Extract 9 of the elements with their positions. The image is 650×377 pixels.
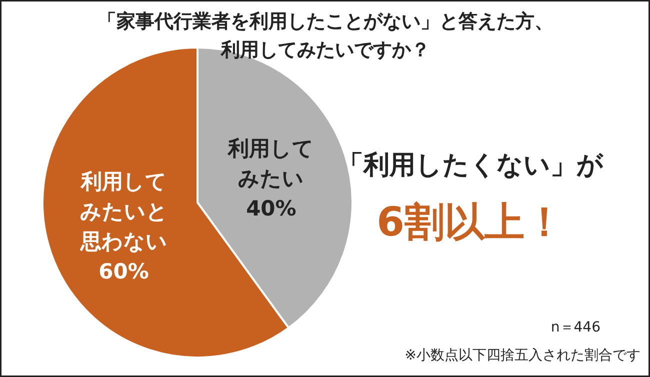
text: 「利用したくない」が	[338, 150, 604, 180]
text: n＝446	[550, 320, 601, 336]
text: ※小数点以下四捨五入された割合です	[404, 348, 641, 364]
slice-label: 利用してみたいと思わない	[79, 169, 168, 254]
text: 6割以上！	[376, 200, 564, 246]
slice-label: 利用してみたい	[227, 136, 314, 191]
data-label: 40%	[246, 196, 296, 221]
chart-title: 「家事代行業者を利用したことがない」と答えた方、利用してみたいですか？	[98, 10, 554, 62]
data-label: 60%	[98, 259, 149, 284]
